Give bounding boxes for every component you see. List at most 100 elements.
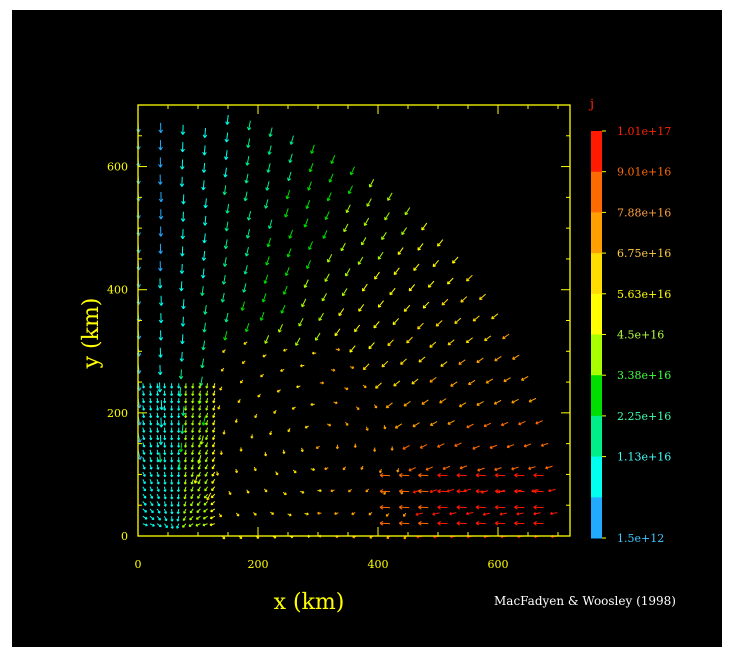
velocity-vector bbox=[344, 387, 349, 391]
velocity-vector bbox=[158, 157, 163, 168]
velocity-vector bbox=[326, 423, 332, 427]
velocity-vector bbox=[211, 471, 216, 477]
velocity-vector bbox=[516, 512, 524, 516]
velocity-vector bbox=[197, 471, 201, 477]
velocity-vector bbox=[379, 489, 391, 494]
velocity-vector bbox=[245, 156, 250, 166]
velocity-vector bbox=[476, 357, 484, 364]
velocity-vector bbox=[394, 423, 403, 429]
velocity-vector bbox=[142, 493, 147, 499]
velocity-vector bbox=[184, 398, 188, 404]
velocity-vector bbox=[158, 295, 164, 306]
velocity-vector bbox=[270, 511, 275, 515]
velocity-vector bbox=[340, 242, 346, 252]
velocity-vector bbox=[447, 420, 455, 425]
velocity-vector bbox=[202, 233, 207, 244]
velocity-vector bbox=[170, 523, 174, 529]
velocity-vector bbox=[385, 513, 390, 517]
velocity-vector bbox=[280, 368, 285, 372]
velocity-vector bbox=[204, 471, 209, 477]
velocity-vector bbox=[514, 521, 525, 526]
velocity-vector bbox=[170, 442, 174, 448]
velocity-vector bbox=[459, 465, 468, 470]
velocity-vector bbox=[217, 405, 221, 410]
velocity-vector bbox=[429, 421, 438, 426]
velocity-vector bbox=[212, 434, 216, 441]
velocity-vector bbox=[209, 515, 216, 520]
colorbar-segment bbox=[591, 171, 602, 213]
velocity-vector bbox=[183, 479, 187, 485]
velocity-vector bbox=[403, 400, 411, 407]
velocity-vector bbox=[273, 409, 277, 414]
velocity-vector bbox=[545, 465, 553, 470]
velocity-vector bbox=[163, 501, 167, 507]
velocity-vector bbox=[198, 412, 202, 419]
velocity-vector bbox=[342, 466, 347, 471]
velocity-vector bbox=[402, 444, 410, 450]
velocity-vector bbox=[142, 457, 146, 463]
velocity-vector bbox=[197, 464, 201, 470]
velocity-vector bbox=[141, 383, 146, 389]
velocity-vector bbox=[224, 312, 229, 323]
velocity-vector bbox=[202, 515, 208, 520]
velocity-vector bbox=[292, 469, 297, 474]
velocity-vector bbox=[179, 176, 185, 187]
velocity-vector bbox=[365, 488, 370, 493]
velocity-vector bbox=[458, 359, 466, 365]
colorbar-segment bbox=[591, 415, 602, 458]
velocity-vector bbox=[533, 505, 544, 510]
velocity-vector bbox=[351, 512, 356, 516]
velocity-vector bbox=[157, 382, 163, 393]
velocity-vector bbox=[243, 265, 248, 275]
velocity-vector bbox=[452, 256, 459, 264]
velocity-vector bbox=[163, 486, 167, 492]
velocity-vector bbox=[190, 501, 194, 507]
velocity-vector bbox=[141, 397, 146, 404]
velocity-vector bbox=[295, 337, 301, 346]
velocity-vector bbox=[533, 489, 544, 494]
velocity-vector bbox=[158, 435, 164, 446]
velocity-vector bbox=[437, 472, 448, 478]
velocity-vector bbox=[191, 405, 195, 411]
velocity-vector bbox=[324, 467, 329, 471]
velocity-vector bbox=[234, 418, 238, 423]
velocity-vector bbox=[183, 449, 188, 456]
velocity-vector bbox=[142, 479, 146, 485]
velocity-vector bbox=[211, 479, 216, 484]
velocity-vector bbox=[246, 120, 252, 131]
velocity-vector bbox=[209, 523, 215, 527]
velocity-vector bbox=[149, 501, 154, 507]
velocity-vector bbox=[437, 489, 448, 494]
velocity-vector bbox=[179, 281, 184, 292]
velocity-vector bbox=[472, 445, 480, 450]
colorbar-label: 1.5e+12 bbox=[617, 532, 664, 545]
velocity-vector bbox=[183, 508, 187, 514]
velocity-vector bbox=[548, 488, 556, 493]
velocity-vector bbox=[170, 390, 174, 396]
velocity-vector bbox=[197, 479, 201, 485]
velocity-vector bbox=[246, 489, 250, 494]
colorbar-segment bbox=[591, 497, 602, 539]
velocity-vector bbox=[203, 501, 208, 506]
velocity-vector bbox=[212, 427, 216, 433]
velocity-vector bbox=[406, 336, 413, 344]
velocity-vector bbox=[234, 468, 239, 474]
velocity-vector bbox=[381, 360, 389, 368]
velocity-vector bbox=[163, 405, 167, 411]
velocity-vector bbox=[345, 268, 351, 277]
velocity-vector bbox=[357, 256, 364, 265]
velocity-vector bbox=[177, 405, 181, 411]
velocity-vector bbox=[179, 351, 184, 362]
velocity-vector bbox=[280, 304, 286, 314]
velocity-vector bbox=[442, 465, 451, 471]
velocity-vector bbox=[285, 189, 291, 200]
velocity-vector bbox=[244, 247, 249, 257]
velocity-vector bbox=[460, 296, 468, 303]
velocity-vector bbox=[296, 385, 301, 389]
velocity-vector bbox=[286, 248, 292, 258]
velocity-vector bbox=[183, 442, 188, 448]
velocity-vector bbox=[170, 494, 174, 500]
velocity-vector bbox=[381, 231, 387, 241]
velocity-vector bbox=[245, 228, 251, 239]
velocity-vector bbox=[494, 505, 506, 510]
